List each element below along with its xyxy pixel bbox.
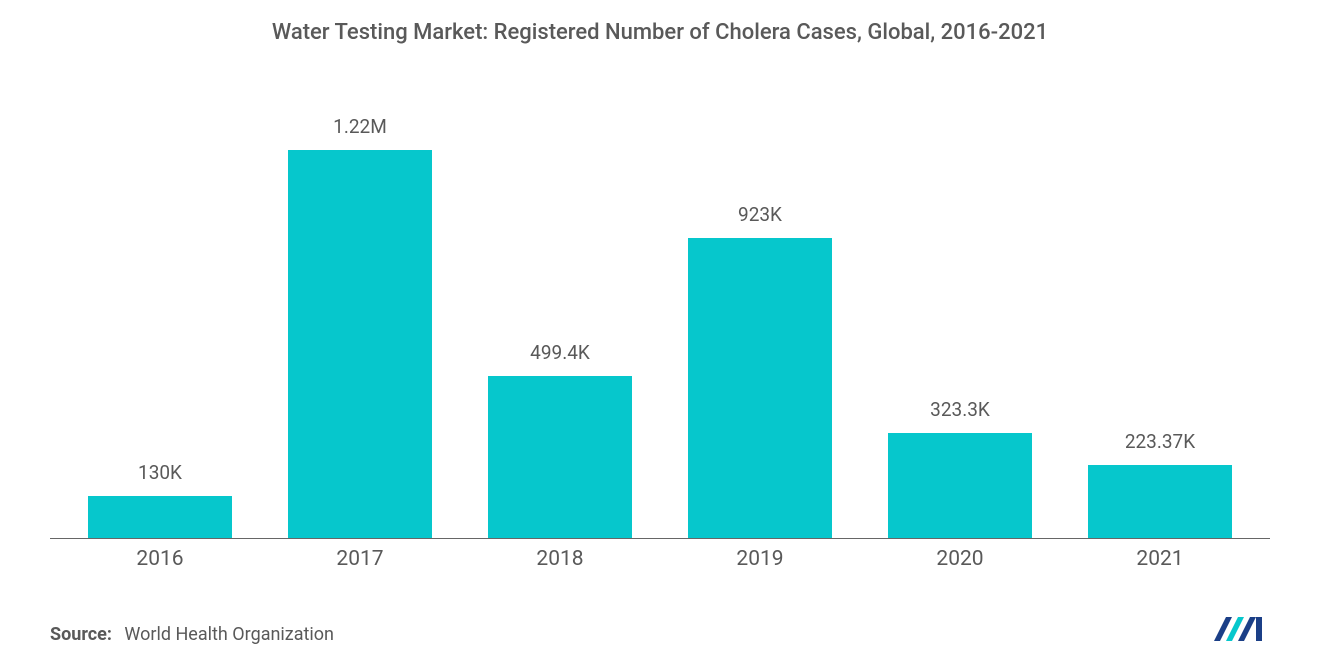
bar-value-label: 130K	[138, 461, 182, 484]
x-axis-label: 2018	[460, 547, 660, 571]
bar-group: 323.3K	[860, 115, 1060, 538]
source-text: World Health Organization	[124, 624, 334, 645]
x-axis-label: 2021	[1060, 547, 1260, 571]
bar-value-label: 1.22M	[333, 115, 387, 138]
bar	[688, 238, 832, 538]
bar-group: 1.22M	[260, 115, 460, 538]
bar	[1088, 465, 1232, 538]
chart-container: Water Testing Market: Registered Number …	[0, 0, 1320, 665]
bar-group: 223.37K	[1060, 115, 1260, 538]
x-axis-label: 2019	[660, 547, 860, 571]
bar-value-label: 499.4K	[530, 341, 590, 364]
bar	[888, 433, 1032, 538]
bar	[288, 150, 432, 538]
source-line: Source: World Health Organization	[50, 624, 334, 645]
source-label: Source:	[50, 624, 112, 645]
chart-title: Water Testing Market: Registered Number …	[40, 20, 1280, 45]
bar-value-label: 323.3K	[930, 398, 990, 421]
bar-group: 130K	[60, 115, 260, 538]
bar-group: 499.4K	[460, 115, 660, 538]
x-axis-label: 2017	[260, 547, 460, 571]
x-axis-labels: 201620172018201920202021	[50, 547, 1270, 571]
bar-value-label: 223.37K	[1125, 430, 1195, 453]
bar-group: 923K	[660, 115, 860, 538]
x-axis-label: 2020	[860, 547, 1060, 571]
bar	[488, 376, 632, 538]
brand-logo-icon	[1212, 611, 1270, 645]
bar	[88, 496, 232, 538]
bar-value-label: 923K	[738, 203, 782, 226]
plot-area: 130K 1.22M 499.4K 923K 323.3K 223.37K	[50, 55, 1270, 539]
chart-footer: Source: World Health Organization	[40, 611, 1280, 645]
x-axis-label: 2016	[60, 547, 260, 571]
